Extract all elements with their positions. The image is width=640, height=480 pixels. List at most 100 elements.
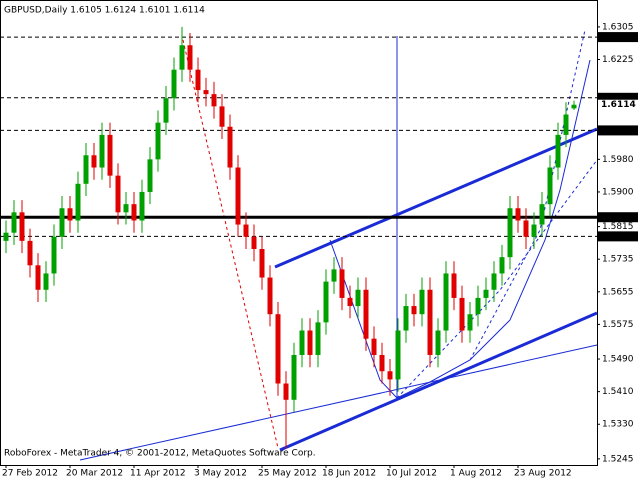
candle-body (475, 297, 481, 315)
x-tick-label: 3 May 2012 (194, 469, 247, 479)
candle-body (523, 220, 529, 237)
candle-body (507, 208, 513, 258)
candle-body (147, 159, 153, 192)
candle-body (43, 273, 49, 290)
candle-body (355, 289, 361, 307)
candle-body (235, 167, 241, 225)
candle-body (563, 114, 569, 135)
x-tick-label: 11 Apr 2012 (130, 469, 186, 479)
candle-body (571, 104, 577, 109)
level-label-box (598, 125, 638, 136)
candle-body (299, 330, 305, 355)
y-tick-label: 1.5575 (602, 320, 634, 330)
candle-body (3, 232, 9, 241)
level-label-box (598, 231, 638, 242)
level-label: 1.5791 (601, 232, 636, 242)
trendlines (79, 29, 598, 461)
y-tick-label: 1.6305 (602, 22, 634, 32)
candle-body (411, 306, 417, 315)
y-tick-label: 1.5245 (602, 454, 634, 464)
candle-body (419, 289, 425, 315)
y-tick-label: 1.5900 (602, 187, 634, 197)
candle-body (83, 155, 89, 184)
candle-body (451, 273, 457, 298)
candle-body (283, 383, 289, 400)
candle-body (339, 269, 345, 298)
candle-body (35, 265, 41, 290)
level-label-box (598, 92, 638, 103)
candle-body (67, 208, 73, 221)
y-tick-label: 1.5655 (602, 287, 634, 297)
candle-body (187, 45, 193, 70)
candle-body (443, 273, 449, 331)
candle-body (27, 240, 33, 266)
candle-body (123, 204, 129, 213)
candle-body (203, 90, 209, 95)
candle-body (427, 289, 433, 355)
x-tick-label: 27 Feb 2012 (2, 469, 58, 479)
y-tick-label: 1.5980 (602, 155, 634, 165)
level-label-box (598, 212, 638, 223)
y-tick-label: 1.6225 (602, 55, 634, 65)
red-dashed-line (182, 39, 279, 449)
support-line (79, 344, 598, 461)
y-tick-label: 1.5330 (602, 420, 634, 430)
candle-body (211, 94, 217, 107)
candle-body (163, 98, 169, 123)
x-tick-label: 18 Jun 2012 (322, 469, 376, 479)
candle-body (171, 69, 177, 99)
candle-body (291, 354, 297, 400)
candle-body (155, 122, 161, 160)
channel-top (274, 127, 598, 269)
candle-body (115, 175, 121, 213)
candle-body (347, 297, 353, 307)
candle-body (499, 257, 505, 274)
candle-body (387, 371, 393, 380)
candle-body (547, 167, 553, 205)
footer: RoboForex - MetaTrader 4, © 2001-2012, M… (4, 449, 316, 459)
candle-body (403, 306, 409, 331)
candle-body (179, 45, 185, 70)
candle-body (51, 236, 57, 274)
level-label: 1.6114 (601, 100, 636, 110)
candle-body (531, 224, 537, 237)
level-label: 1.6280 (601, 33, 636, 43)
candle-body (275, 314, 281, 384)
candle-body (251, 236, 257, 250)
y-tick-label: 1.5410 (602, 387, 634, 397)
dashed-fan (396, 159, 598, 399)
candle-body (379, 354, 385, 372)
x-tick-label: 20 Mar 2012 (66, 469, 123, 479)
x-tick-label: 1 Aug 2012 (450, 469, 502, 479)
candle-body (243, 224, 249, 237)
x-tick-label: 25 May 2012 (258, 469, 317, 479)
candle-body (139, 191, 145, 221)
candle-body (483, 289, 489, 298)
candle-body (59, 208, 65, 237)
candle-body (99, 134, 105, 168)
candle-body (75, 183, 81, 221)
candle-body (91, 155, 97, 168)
candle-body (227, 126, 233, 168)
candle-body (195, 69, 201, 91)
candle-body (395, 330, 401, 380)
channel-bottom (279, 311, 598, 452)
candle-body (491, 273, 497, 290)
x-tick-label: 10 Jul 2012 (386, 469, 437, 479)
candle-body (331, 269, 337, 282)
candle-body (515, 208, 521, 221)
candle-body (371, 338, 377, 355)
candle-body (467, 314, 473, 331)
candle-body (555, 134, 561, 168)
level-label-box (598, 32, 638, 43)
candle-body (267, 277, 273, 315)
dashed-fan-2 (469, 29, 586, 361)
candle-body (11, 212, 17, 233)
candle-body (19, 212, 25, 241)
candle-body (315, 322, 321, 355)
level-label-box (598, 99, 638, 110)
candle-body (323, 281, 329, 323)
candle-body (435, 330, 441, 355)
x-tick-label: 23 Aug 2012 (514, 469, 572, 479)
